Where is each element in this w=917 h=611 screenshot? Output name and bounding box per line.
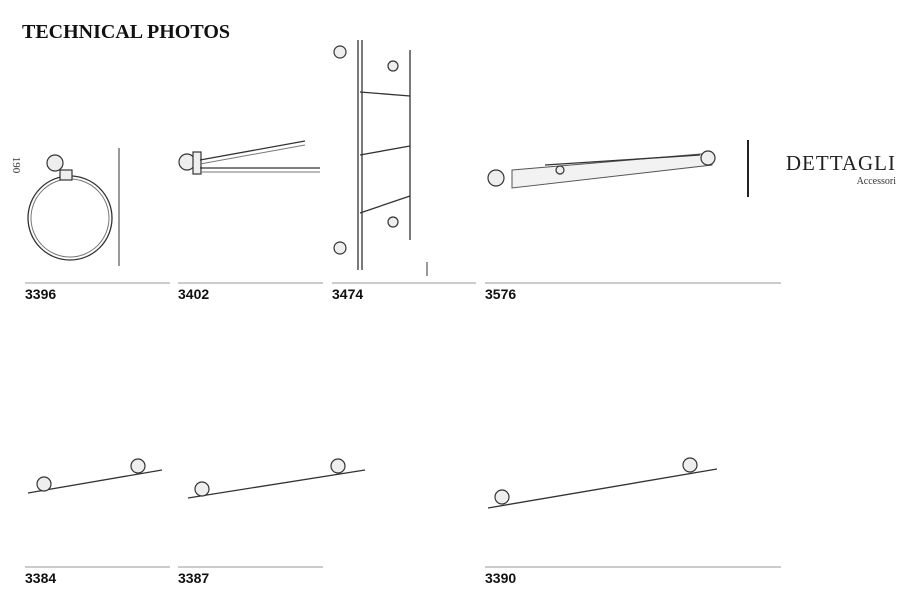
product-image bbox=[333, 40, 428, 276]
product-code: 3396 bbox=[25, 286, 56, 302]
product-image bbox=[27, 148, 120, 266]
page-title: TECHNICAL PHOTOS bbox=[22, 21, 230, 43]
brand-name: DETTAGLI bbox=[786, 151, 896, 175]
product-code: 3387 bbox=[178, 570, 209, 586]
product-image bbox=[27, 457, 718, 509]
product-code: 3576 bbox=[485, 286, 516, 302]
product-code: 3402 bbox=[178, 286, 209, 302]
product-image bbox=[178, 140, 320, 175]
product-code: 3390 bbox=[485, 570, 516, 586]
product-code: 3474 bbox=[332, 286, 363, 302]
product-image bbox=[487, 150, 716, 189]
side-label: 190 bbox=[10, 157, 22, 174]
product-code: 3384 bbox=[25, 570, 56, 586]
brand-subtitle: Accessori bbox=[857, 176, 897, 187]
